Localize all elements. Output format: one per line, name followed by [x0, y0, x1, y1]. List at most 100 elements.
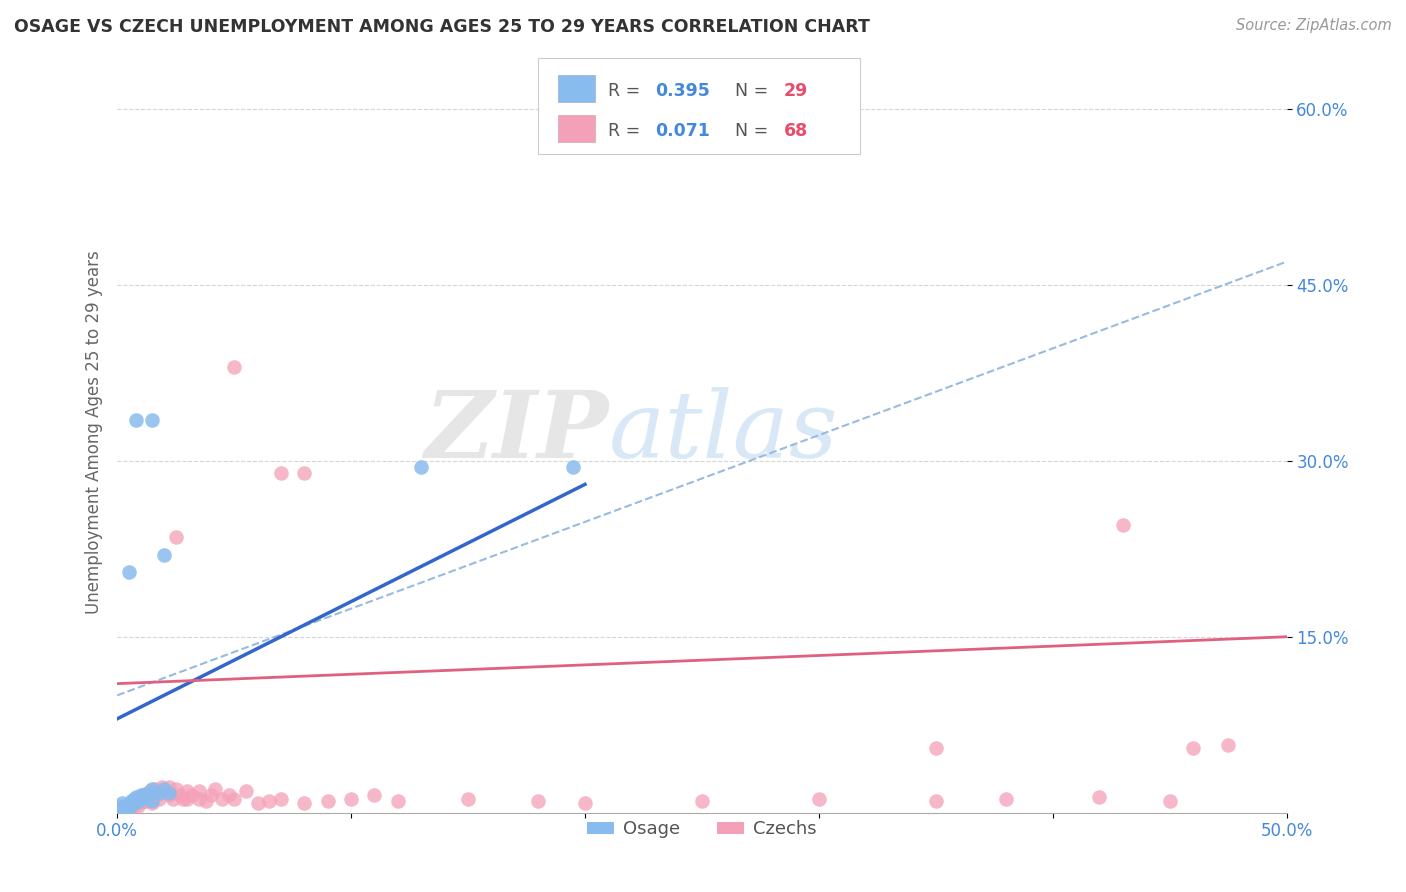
Point — [108, 799, 131, 814]
Point — [111, 799, 134, 814]
Text: Source: ZipAtlas.com: Source: ZipAtlas.com — [1236, 18, 1392, 33]
Point — [120, 796, 142, 810]
Point — [118, 797, 141, 812]
Point — [129, 791, 152, 805]
Point — [165, 530, 187, 544]
Point — [169, 788, 191, 802]
Point — [141, 790, 163, 805]
Point — [562, 459, 585, 474]
Point — [122, 798, 145, 813]
Point — [1159, 794, 1181, 808]
Point — [188, 784, 211, 798]
Point — [690, 794, 713, 808]
Point — [316, 794, 339, 808]
Point — [1216, 738, 1239, 752]
Point — [165, 782, 187, 797]
Point — [134, 788, 156, 802]
Point — [115, 799, 138, 814]
Point — [111, 796, 134, 810]
Point — [153, 784, 176, 798]
Point — [257, 794, 280, 808]
Point — [125, 413, 148, 427]
Point — [157, 788, 180, 802]
FancyBboxPatch shape — [538, 58, 859, 153]
Point — [363, 788, 385, 802]
Text: R =: R = — [609, 121, 647, 140]
Point — [146, 788, 169, 802]
Point — [132, 794, 155, 808]
Point — [181, 788, 204, 802]
Point — [270, 466, 292, 480]
Text: 0.071: 0.071 — [655, 121, 710, 140]
Text: atlas: atlas — [609, 386, 838, 476]
Point — [129, 795, 152, 809]
Point — [115, 802, 138, 816]
Point — [211, 791, 233, 805]
Point — [195, 794, 218, 808]
Point — [172, 791, 194, 805]
Point — [411, 459, 433, 474]
Point — [118, 798, 141, 813]
Point — [387, 794, 409, 808]
Point — [120, 794, 142, 808]
Point — [122, 794, 145, 808]
Point — [120, 797, 142, 812]
Point — [118, 801, 141, 815]
Point — [125, 796, 148, 810]
Point — [153, 548, 176, 562]
Point — [246, 796, 269, 810]
Point — [188, 791, 211, 805]
Point — [925, 794, 948, 808]
Text: N =: N = — [735, 121, 773, 140]
Point — [1088, 790, 1111, 805]
Point — [129, 790, 152, 805]
Point — [141, 413, 163, 427]
Point — [148, 791, 170, 805]
Point — [141, 782, 163, 797]
Point — [125, 795, 148, 809]
Point — [157, 780, 180, 794]
Text: OSAGE VS CZECH UNEMPLOYMENT AMONG AGES 25 TO 29 YEARS CORRELATION CHART: OSAGE VS CZECH UNEMPLOYMENT AMONG AGES 2… — [14, 18, 870, 36]
Point — [122, 791, 145, 805]
Point — [270, 791, 292, 805]
Point — [1112, 518, 1135, 533]
Text: ZIP: ZIP — [425, 386, 609, 476]
Point — [148, 786, 170, 800]
Text: 0.395: 0.395 — [655, 82, 710, 100]
Point — [340, 791, 363, 805]
Point — [111, 802, 134, 816]
Point — [127, 798, 149, 813]
Point — [1182, 741, 1205, 756]
Point — [115, 799, 138, 814]
FancyBboxPatch shape — [558, 75, 596, 102]
Point — [994, 791, 1017, 805]
Text: N =: N = — [735, 82, 773, 100]
Point — [118, 801, 141, 815]
Point — [129, 788, 152, 802]
Point — [162, 791, 184, 805]
Point — [527, 794, 550, 808]
Point — [224, 791, 246, 805]
Point — [176, 791, 198, 805]
Point — [457, 791, 479, 805]
Point — [118, 566, 141, 580]
Point — [574, 796, 596, 810]
Point — [112, 802, 135, 816]
Point — [127, 794, 149, 808]
Point — [125, 790, 148, 805]
Point — [132, 790, 155, 805]
Point — [150, 780, 173, 794]
Point — [139, 784, 162, 798]
Point — [157, 786, 180, 800]
Text: R =: R = — [609, 82, 647, 100]
Text: 29: 29 — [783, 82, 808, 100]
Point — [292, 466, 315, 480]
Point — [224, 360, 246, 375]
Point — [134, 787, 156, 801]
Point — [925, 741, 948, 756]
Point — [108, 802, 131, 816]
Point — [134, 794, 156, 808]
Point — [807, 791, 830, 805]
Point — [176, 784, 198, 798]
Point — [204, 782, 226, 797]
